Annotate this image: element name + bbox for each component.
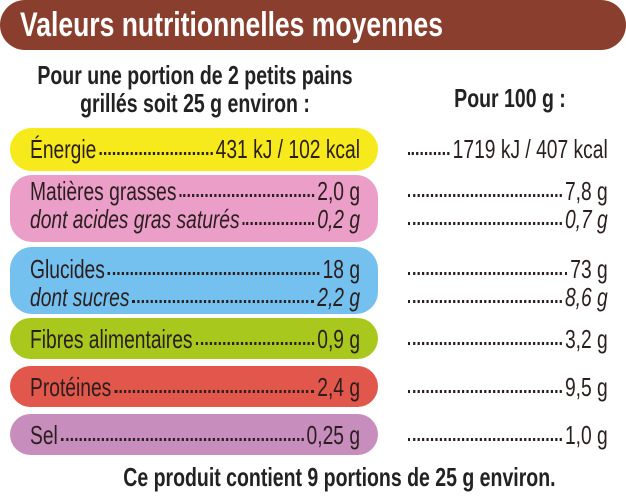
per100g-value: 1719 kJ / 407 kcal [452,134,608,164]
nutrient-label: Sel [30,420,58,450]
portion-row-sel: Sel 0,25 g [30,420,361,450]
footer-note: Ce produit contient 9 portions de 25 g e… [123,462,556,492]
per100g-row-glucides: 73 g [405,254,608,284]
fat-band [10,175,378,242]
portion-value: 2,4 g [317,372,361,402]
portion-value: 0,2 g [317,204,361,234]
per100g-value: 8,6 g [564,282,608,312]
portion-value: 0,9 g [317,324,361,354]
portion-value: 431 kJ / 102 kcal [215,134,361,164]
dot-leader [60,438,304,441]
dot-leader [132,300,315,303]
nutrient-label: dont sucres [30,282,130,312]
per100g-value: 7,8 g [564,176,608,206]
dot-leader [407,272,568,275]
nutrient-label: Énergie [30,134,97,164]
dot-leader [179,194,315,197]
per100g-value: 73 g [570,254,608,284]
dot-leader [242,222,315,225]
nutrient-label: Protéines [30,372,112,402]
portion-row-glucides: Glucides 18 g [30,254,361,284]
dot-leader [107,272,320,275]
dot-leader [114,390,315,393]
nutrient-label: Fibres alimentaires [30,324,193,354]
dot-leader [407,390,563,393]
per100g-value: 1,0 g [564,420,608,450]
energy-band [10,128,378,171]
dot-leader [407,152,450,155]
per100g-row-proteines: 9,5 g [405,372,608,402]
portion-row-matieres-grasses: Matières grasses 2,0 g [30,176,361,206]
portion-value: 18 g [322,254,361,284]
portion-heading-line2: grillés soit 25 g environ : [80,88,310,118]
portion-row-fibres: Fibres alimentaires 0,9 g [30,324,361,354]
nutrient-label: Matières grasses [30,176,177,206]
nutrient-label: Glucides [30,254,105,284]
portion-row-sucres: dont sucres 2,2 g [30,282,361,312]
dot-leader [407,300,563,303]
title-banner: Valeurs nutritionnelles moyennes [0,0,626,50]
portion-heading-line1: Pour une portion de 2 petits pains [37,60,353,90]
protein-band [10,366,378,407]
dot-leader [407,342,563,345]
dot-leader [407,438,563,441]
per100g-row-sucres: 8,6 g [405,282,608,312]
per100g-value: 3,2 g [564,324,608,354]
salt-band [10,414,378,455]
portion-value: 2,0 g [317,176,361,206]
per100g-heading: Pour 100 g : [454,83,566,113]
portion-value: 2,2 g [317,282,361,312]
portion-row-energie: Énergie 431 kJ / 102 kcal [30,134,361,164]
portion-row-proteines: Protéines 2,4 g [30,372,361,402]
per100g-value: 0,7 g [564,204,608,234]
dot-leader [407,194,563,197]
per100g-row-matieres-grasses: 7,8 g [405,176,608,206]
nutrient-label: dont acides gras saturés [30,204,240,234]
dot-leader [407,222,563,225]
portion-value: 0,25 g [306,420,361,450]
per100g-row-sel: 1,0 g [405,420,608,450]
dot-leader [99,152,213,155]
title: Valeurs nutritionnelles moyennes [20,6,443,44]
dot-leader [195,342,315,345]
per100g-row-fibres: 3,2 g [405,324,608,354]
fibre-band [10,318,378,359]
per100g-row-acides-gras-satures: 0,7 g [405,204,608,234]
portion-row-acides-gras-satures: dont acides gras saturés 0,2 g [30,204,361,234]
per100g-value: 9,5 g [564,372,608,402]
per100g-row-energie: 1719 kJ / 407 kcal [405,134,608,164]
